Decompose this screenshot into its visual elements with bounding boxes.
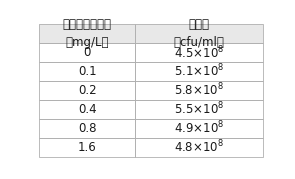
Text: 0.4: 0.4 <box>78 103 96 116</box>
Bar <box>39 24 135 43</box>
Text: 4.8×10$^{8}$: 4.8×10$^{8}$ <box>174 139 224 155</box>
Bar <box>39 62 135 81</box>
Bar <box>135 43 263 62</box>
Text: 4.9×10$^{8}$: 4.9×10$^{8}$ <box>174 120 224 137</box>
Bar <box>135 119 263 138</box>
Bar <box>39 119 135 138</box>
Bar <box>135 24 263 43</box>
Bar <box>135 138 263 157</box>
Bar <box>39 24 135 43</box>
Bar <box>39 138 135 157</box>
Bar <box>135 100 263 119</box>
Text: 0.1: 0.1 <box>78 65 96 78</box>
Bar <box>39 100 135 119</box>
Text: （mg/L）: （mg/L） <box>65 36 109 49</box>
Text: 菌落数: 菌落数 <box>189 18 210 31</box>
Bar <box>135 81 263 100</box>
Text: 吵唢醇菌酯浓度: 吵唢醇菌酯浓度 <box>63 18 112 31</box>
Text: 5.1×10$^{8}$: 5.1×10$^{8}$ <box>174 63 224 80</box>
Text: （cfu/ml）: （cfu/ml） <box>174 36 224 49</box>
Text: 0.8: 0.8 <box>78 122 96 135</box>
Bar <box>39 81 135 100</box>
Text: 0: 0 <box>83 46 91 59</box>
Text: 1.6: 1.6 <box>78 141 96 154</box>
Text: 5.8×10$^{8}$: 5.8×10$^{8}$ <box>174 82 224 99</box>
Bar <box>135 24 263 43</box>
Bar <box>135 62 263 81</box>
Text: 5.5×10$^{8}$: 5.5×10$^{8}$ <box>174 101 224 118</box>
Text: 0.2: 0.2 <box>78 84 96 97</box>
Bar <box>39 43 135 62</box>
Text: 4.5×10$^{8}$: 4.5×10$^{8}$ <box>174 44 224 61</box>
